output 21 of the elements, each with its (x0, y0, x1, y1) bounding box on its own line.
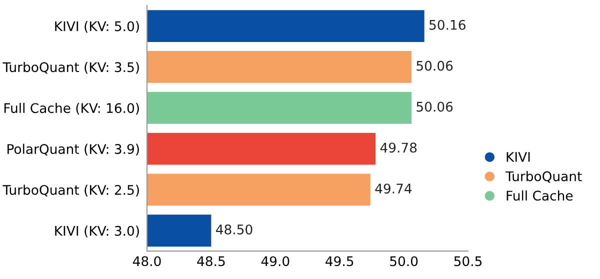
y-tick-label: PolarQuant (KV: 3.9) (8, 144, 139, 156)
x-tick-label: 49.5 (326, 256, 354, 266)
x-tick-label: 48.0 (132, 256, 161, 266)
x-tick-label: 50.0 (390, 256, 418, 266)
x-tick-label: 49.0 (261, 256, 290, 266)
y-tick-label: TurboQuant (KV: 2.5) (2, 184, 139, 196)
data-label: 49.78 (380, 142, 417, 153)
data-label: 50.06 (416, 60, 453, 71)
y-tick-label: Full Cache (KV: 16.0) (4, 102, 139, 115)
y-tick-label: TurboQuant (KV: 3.5) (2, 62, 139, 74)
y-tick-label: KIVI (KV: 5.0) (55, 21, 139, 33)
x-tick-label: 50.5 (454, 256, 482, 266)
legend-label: TurboQuant (505, 171, 582, 183)
x-tick-label: 48.5 (197, 256, 225, 266)
data-label: 50.06 (416, 102, 453, 112)
data-label: 49.74 (375, 184, 412, 194)
data-label: 50.16 (430, 20, 466, 30)
legend-label: KIVI (506, 152, 530, 162)
legend-label: Full Cache (506, 190, 573, 201)
data-label: 48.50 (216, 224, 252, 234)
y-tick-label: KIVI (KV: 3.0) (55, 226, 139, 238)
